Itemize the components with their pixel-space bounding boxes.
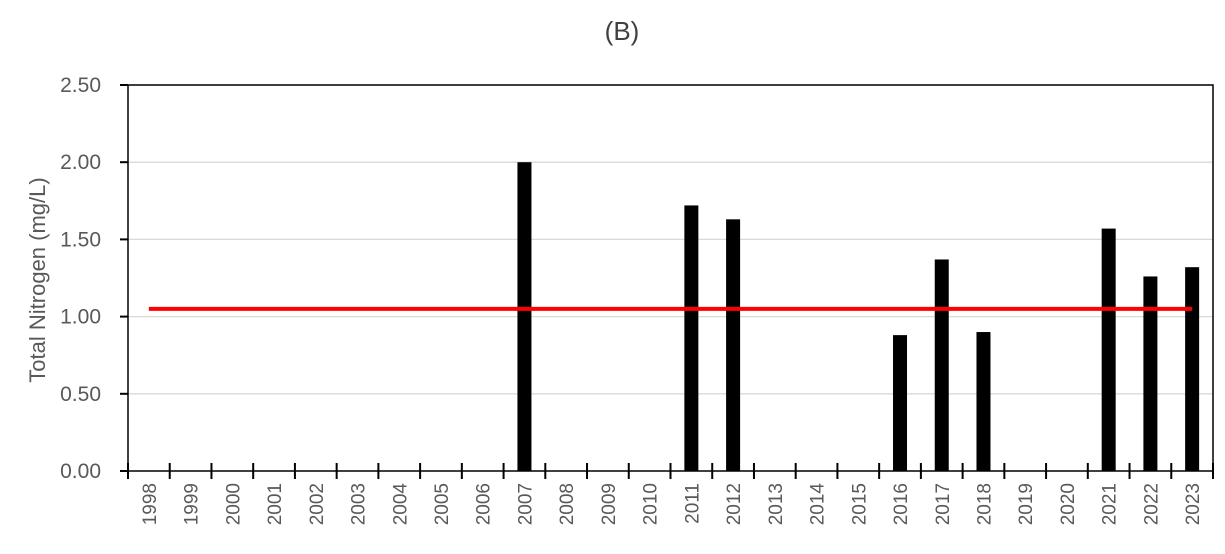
bar — [1185, 267, 1200, 471]
y-tick-label: 2.00 — [60, 151, 101, 174]
x-tick-label: 2023 — [1183, 483, 1204, 525]
bar — [1143, 276, 1158, 471]
y-tick-label: 1.00 — [60, 306, 101, 329]
x-tick-label: 2019 — [1016, 483, 1037, 525]
x-tick-label: 2015 — [849, 483, 870, 525]
bar — [517, 162, 532, 471]
x-tick-label: 2021 — [1100, 483, 1121, 525]
x-tick-label: 2002 — [307, 483, 328, 525]
x-tick-label: 2020 — [1058, 483, 1079, 525]
y-tick-labels: 0.00 0.50 1.00 1.50 2.00 2.50 — [60, 74, 101, 483]
x-tick-label: 2013 — [766, 483, 787, 525]
x-tick-label: 2022 — [1141, 483, 1162, 525]
bars — [517, 162, 1200, 471]
x-tick-label: 1998 — [140, 483, 161, 525]
bar — [726, 219, 741, 471]
x-tick-label: 2001 — [265, 483, 286, 525]
plot-frame — [127, 84, 1214, 472]
gridlines — [128, 84, 1213, 395]
x-tick-label: 2011 — [682, 483, 703, 524]
x-tick-label: 2014 — [808, 483, 829, 526]
x-tick-label: 2000 — [223, 483, 244, 525]
x-tick-label: 1999 — [182, 483, 203, 525]
bar — [684, 205, 699, 471]
x-tick-label: 2007 — [515, 483, 536, 525]
axes — [120, 84, 1214, 479]
y-tick-label: 2.50 — [60, 74, 101, 97]
x-tick-label: 2006 — [474, 483, 495, 525]
x-tick-label: 2005 — [432, 483, 453, 525]
x-tick-label: 2017 — [933, 483, 954, 525]
x-tick-label: 2016 — [891, 483, 912, 525]
x-tick-label: 2018 — [974, 483, 995, 525]
x-tick-label: 2010 — [641, 483, 662, 525]
x-tick-label: 2009 — [599, 483, 620, 525]
bar — [976, 332, 991, 471]
x-tick-label: 2008 — [557, 483, 578, 525]
y-axis-label: Total Nitrogen (mg/L) — [25, 177, 50, 382]
bar — [934, 259, 949, 471]
y-tick-label: 0.50 — [60, 383, 101, 406]
bar — [1101, 228, 1116, 471]
x-tick-label: 2004 — [390, 483, 411, 526]
y-tick-label: 1.50 — [60, 228, 101, 251]
y-tick-label: 0.00 — [60, 460, 101, 483]
x-tick-labels: 1998 1999 2000 2001 2002 2003 2004 2005 2006 2007… — [140, 483, 1204, 526]
bar — [893, 335, 908, 471]
x-tick-label: 2003 — [349, 483, 370, 525]
x-tick-label: 2012 — [724, 483, 745, 525]
chart-title: (B) — [605, 16, 640, 46]
